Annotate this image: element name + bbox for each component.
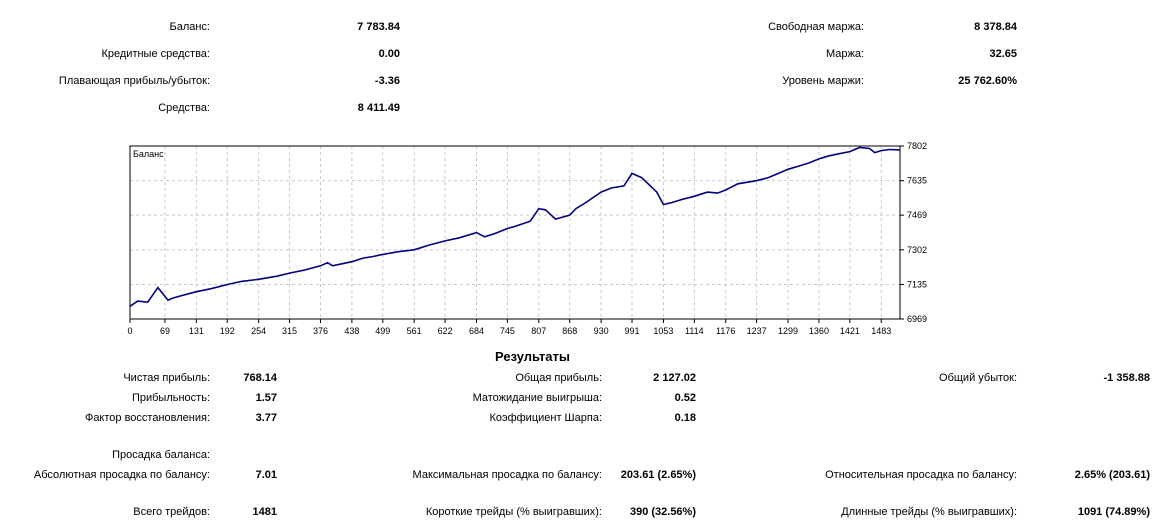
expected-payoff-value: 0.52 bbox=[674, 392, 696, 404]
x-tick-label: 745 bbox=[500, 326, 515, 336]
x-tick-label: 1053 bbox=[653, 326, 673, 336]
long-trades-value: 1091 (74.89%) bbox=[1077, 506, 1150, 518]
x-tick-label: 868 bbox=[562, 326, 577, 336]
x-tick-label: 1114 bbox=[685, 326, 704, 336]
x-tick-label: 254 bbox=[251, 326, 266, 336]
x-tick-label: 1176 bbox=[716, 326, 735, 336]
sharpe-value: 0.18 bbox=[674, 412, 696, 424]
results-title: Результаты bbox=[495, 349, 570, 364]
recovery-factor-label: Фактор восстановления: bbox=[84, 412, 210, 424]
x-axis-ticks: 0 69 131 192 254 315 376 438 499 561 622 684 745 807 8… bbox=[127, 319, 891, 336]
x-tick-label: 561 bbox=[407, 326, 422, 336]
floating-pl-value: -3.36 bbox=[374, 75, 400, 87]
x-tick-label: 438 bbox=[344, 326, 359, 336]
gross-loss-label: Общий убыток: bbox=[939, 372, 1017, 384]
x-tick-label: 192 bbox=[220, 326, 235, 336]
credit-value: 0.00 bbox=[378, 48, 400, 60]
balance-drawdown-header: Просадка баланса: bbox=[112, 449, 210, 461]
x-tick-label: 991 bbox=[625, 326, 640, 336]
short-trades-label: Короткие трейды (% выигравших): bbox=[425, 506, 602, 518]
recovery-factor-value: 3.77 bbox=[255, 412, 277, 424]
x-tick-label: 684 bbox=[469, 326, 484, 336]
x-tick-label: 315 bbox=[282, 326, 297, 336]
gross-loss-value: -1 358.88 bbox=[1103, 372, 1150, 384]
abs-drawdown-label: Абсолютная просадка по балансу: bbox=[33, 469, 210, 481]
x-tick-label: 1299 bbox=[778, 326, 798, 336]
y-tick-label: 7802 bbox=[907, 141, 927, 151]
y-tick-label: 7135 bbox=[907, 280, 927, 290]
equity-value: 8 411.49 bbox=[357, 102, 400, 114]
credit-label: Кредитные средства: bbox=[101, 48, 210, 60]
profit-factor-value: 1.57 bbox=[255, 392, 277, 404]
x-tick-label: 807 bbox=[531, 326, 546, 336]
balance-value: 7 783.84 bbox=[357, 21, 400, 33]
plot-frame bbox=[129, 145, 901, 320]
equity-label: Средства: bbox=[158, 102, 210, 114]
free-margin-label: Свободная маржа: bbox=[768, 21, 864, 33]
abs-drawdown-value: 7.01 bbox=[255, 469, 277, 481]
y-tick-label: 6969 bbox=[907, 314, 927, 324]
total-trades-value: 1481 bbox=[252, 506, 277, 518]
net-profit-value: 768.14 bbox=[243, 372, 277, 384]
max-drawdown-label: Максимальная просадка по балансу: bbox=[412, 469, 602, 481]
margin-level-value: 25 762.60% bbox=[958, 75, 1017, 87]
y-tick-label: 7302 bbox=[907, 245, 927, 255]
x-tick-label: 499 bbox=[375, 326, 390, 336]
margin-value: 32.65 bbox=[989, 48, 1017, 60]
x-tick-label: 622 bbox=[438, 326, 453, 336]
balance-label: Баланс: bbox=[169, 21, 210, 33]
x-tick-label: 69 bbox=[160, 326, 170, 336]
margin-level-label: Уровень маржи: bbox=[782, 75, 864, 87]
profit-factor-label: Прибыльность: bbox=[131, 392, 210, 404]
legend-label: Баланс bbox=[133, 149, 164, 159]
margin-label: Маржа: bbox=[825, 48, 864, 60]
max-drawdown-value: 203.61 (2.65%) bbox=[620, 469, 696, 481]
x-tick-label: 0 bbox=[127, 326, 132, 336]
rel-drawdown-value: 2.65% (203.61) bbox=[1074, 469, 1150, 481]
rel-drawdown-label: Относительная просадка по балансу: bbox=[825, 469, 1017, 481]
x-tick-label: 930 bbox=[594, 326, 609, 336]
long-trades-label: Длинные трейды (% выигравших): bbox=[841, 506, 1017, 518]
floating-pl-label: Плавающая прибыль/убыток: bbox=[58, 75, 210, 87]
free-margin-value: 8 378.84 bbox=[974, 21, 1017, 33]
gross-profit-label: Общая прибыль: bbox=[515, 372, 602, 384]
y-tick-label: 7469 bbox=[907, 210, 927, 220]
y-tick-label: 7635 bbox=[907, 176, 927, 186]
x-tick-label: 1421 bbox=[840, 326, 860, 336]
x-tick-label: 1483 bbox=[871, 326, 891, 336]
x-tick-label: 131 bbox=[189, 326, 204, 336]
short-trades-value: 390 (32.56%) bbox=[629, 506, 696, 518]
x-tick-label: 1360 bbox=[809, 326, 829, 336]
y-axis-ticks: 6969 7135 7302 7469 7635 7802 bbox=[900, 141, 927, 324]
chart-grid bbox=[129, 145, 900, 320]
net-profit-label: Чистая прибыль: bbox=[123, 372, 210, 384]
expected-payoff-label: Матожидание выигрыша: bbox=[472, 392, 602, 404]
balance-series-line bbox=[129, 146, 901, 307]
sharpe-label: Коэффициент Шарпа: bbox=[489, 412, 602, 424]
gross-profit-value: 2 127.02 bbox=[653, 372, 696, 384]
x-tick-label: 376 bbox=[313, 326, 328, 336]
total-trades-label: Всего трейдов: bbox=[133, 506, 210, 518]
x-tick-label: 1237 bbox=[747, 326, 767, 336]
balance-chart: Баланс 0 69 131 192 254 315 376 438 499 561 622 684… bbox=[127, 141, 927, 336]
